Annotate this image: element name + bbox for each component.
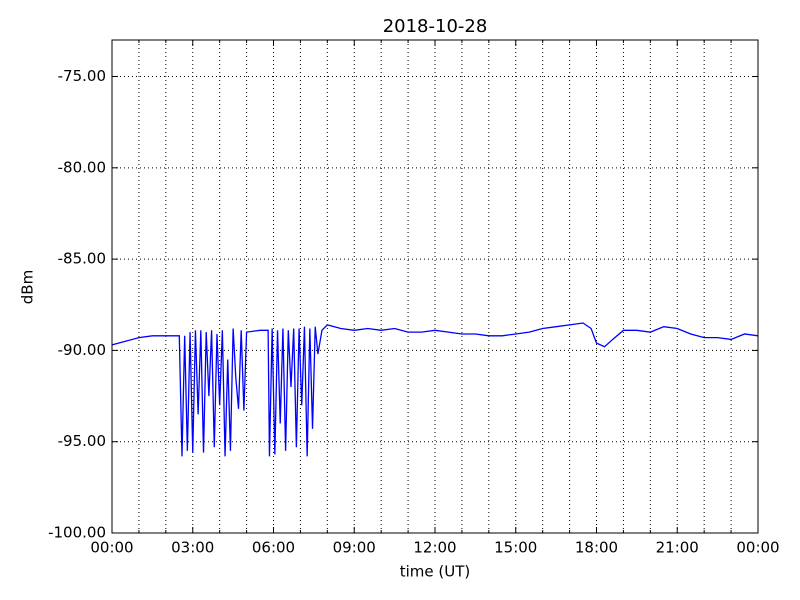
x-tick-label: 09:00	[333, 539, 376, 557]
x-tick-label: 15:00	[494, 539, 537, 557]
y-axis-label: dBm	[19, 270, 37, 304]
x-tick-label: 03:00	[171, 539, 214, 557]
y-tick-label: -90.00	[58, 341, 106, 359]
plot-frame	[111, 39, 759, 534]
x-axis-label: time (UT)	[400, 563, 471, 581]
data-line	[111, 322, 759, 457]
x-tick-label: 12:00	[413, 539, 456, 557]
y-tick-label: -75.00	[58, 67, 106, 85]
x-tick-label: 18:00	[575, 539, 618, 557]
x-tick-label: 21:00	[656, 539, 699, 557]
x-tick-label: 00:00	[90, 539, 133, 557]
x-tick-label: 00:00	[736, 539, 779, 557]
y-tick-label: -95.00	[58, 432, 106, 450]
y-tick-label: -85.00	[58, 250, 106, 268]
y-tick-label: -100.00	[48, 524, 106, 542]
x-tick-label: 06:00	[252, 539, 295, 557]
chart-title: 2018-10-28	[383, 16, 488, 37]
y-tick-label: -80.00	[58, 158, 106, 176]
